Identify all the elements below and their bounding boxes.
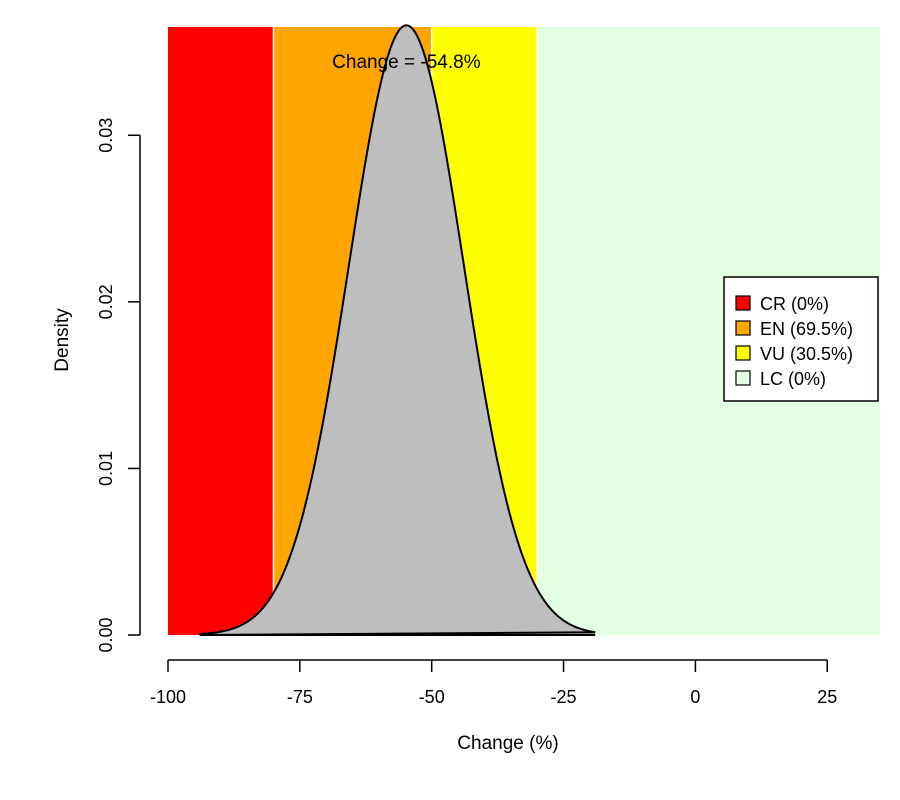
x-tick-label-1: -75 [287,687,313,707]
legend-label-3: LC (0%) [760,369,826,389]
legend-label-2: VU (30.5%) [760,344,853,364]
y-tick-label-0: 0.00 [96,617,116,652]
x-axis-title: Change (%) [457,733,558,754]
legend-swatch-3 [735,370,751,386]
y-tick-label-1: 0.01 [96,451,116,486]
y-tick-label-3: 0.03 [96,118,116,153]
x-axis: -100 -75 -50 -25 0 25 [150,659,837,707]
band-0 [168,27,274,635]
legend: CR (0%) EN (69.5%) VU (30.5%) LC (0%) [723,276,879,402]
density-area [199,25,596,635]
y-tick-label-2: 0.02 [96,284,116,319]
y-axis: 0.00 0.01 0.02 0.03 [96,118,141,653]
legend-swatch-1 [735,320,751,336]
x-tick-label-2: -50 [419,687,445,707]
density-curve [199,24,596,636]
density-layer [199,24,596,636]
y-axis-title: Density [52,308,73,372]
x-tick-label-4: 0 [690,687,700,707]
change-annotation: Change = -54.8% [332,52,481,73]
x-tick-label-0: -100 [150,687,186,707]
legend-label-0: CR (0%) [760,294,829,314]
legend-label-1: EN (69.5%) [760,319,853,339]
x-tick-label-3: -25 [551,687,577,707]
legend-swatch-2 [735,345,751,361]
legend-swatch-0 [735,295,751,311]
x-tick-label-5: 25 [817,687,837,707]
